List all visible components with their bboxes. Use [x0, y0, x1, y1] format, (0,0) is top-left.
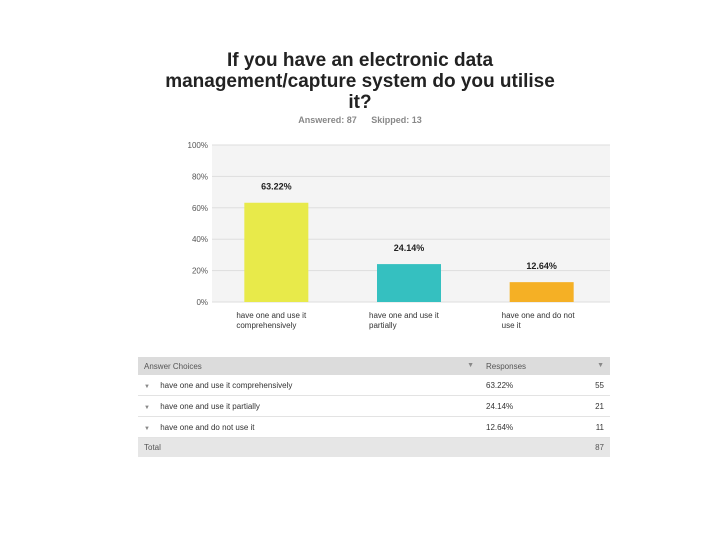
bar-value-label: 24.14%	[394, 243, 425, 253]
response-percent: 24.14%	[480, 395, 582, 417]
expand-caret-icon[interactable]: ▼	[144, 425, 150, 432]
total-count: 87	[582, 437, 610, 457]
y-tick-label: 100%	[188, 141, 208, 150]
answered-count: Answered: 87	[298, 115, 357, 125]
sort-caret-icon[interactable]: ▼	[467, 361, 474, 369]
table-row: ▼ have one and use it partially 24.14% 2…	[138, 395, 610, 417]
chart-title: If you have an electronic data managemen…	[165, 50, 555, 113]
response-percent: 12.64%	[480, 416, 582, 438]
table-header-row: Answer Choices ▼ Responses ▼	[138, 357, 610, 375]
response-count: 11	[582, 416, 610, 438]
responses-table: Answer Choices ▼ Responses ▼ ▼ have one …	[138, 357, 610, 457]
y-tick-label: 40%	[192, 235, 208, 244]
bar-chart: 0% 20% 40% 60% 80% 100% 63.22% have one and use…	[188, 141, 610, 330]
responses-header[interactable]: Responses ▼	[480, 357, 610, 375]
total-row: Total 87	[138, 437, 610, 457]
response-count: 21	[582, 395, 610, 417]
y-tick-label: 0%	[196, 298, 208, 307]
y-tick-label: 20%	[192, 267, 208, 276]
x-category-label: have one and use it comprehensively	[236, 311, 307, 330]
y-tick-label: 80%	[192, 172, 208, 181]
total-label: Total	[138, 437, 480, 457]
x-category-label: have one and use it partially	[369, 311, 440, 330]
bar	[377, 264, 441, 302]
bar-value-label: 63.22%	[261, 182, 292, 192]
answer-choice: have one and use it comprehensively	[160, 380, 293, 390]
skipped-count: Skipped: 13	[371, 115, 422, 125]
response-percent: 63.22%	[480, 375, 582, 396]
sort-caret-icon[interactable]: ▼	[597, 361, 604, 369]
y-tick-label: 60%	[192, 204, 208, 213]
bar-value-label: 12.64%	[526, 261, 557, 271]
response-summary: Answered: 87 Skipped: 13	[160, 115, 560, 125]
answer-choice: have one and use it partially	[160, 401, 260, 411]
expand-caret-icon[interactable]: ▼	[144, 383, 150, 390]
expand-caret-icon[interactable]: ▼	[144, 404, 150, 411]
response-count: 55	[582, 375, 610, 396]
bar	[244, 202, 309, 302]
answer-choices-header[interactable]: Answer Choices ▼	[138, 357, 480, 375]
table-row: ▼ have one and use it comprehensively 63…	[138, 375, 610, 396]
answer-choice: have one and do not use it	[160, 422, 255, 432]
x-category-label: have one and do not use it	[502, 311, 576, 330]
table-row: ▼ have one and do not use it 12.64% 11	[138, 416, 610, 438]
bar	[509, 282, 574, 302]
